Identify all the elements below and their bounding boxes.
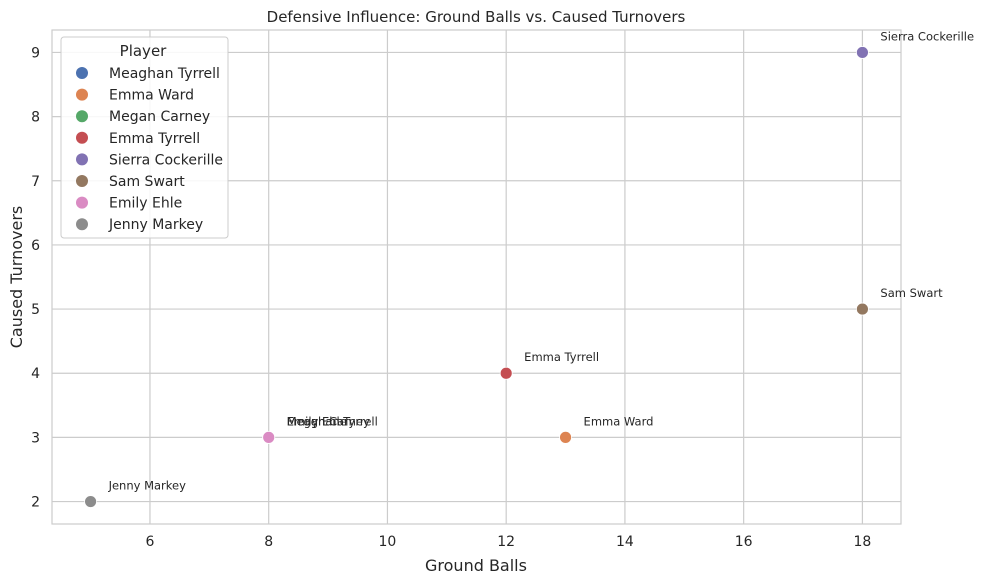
legend-entry: Emily Ehle — [109, 196, 182, 212]
point-label: Megan Carney — [287, 414, 370, 428]
y-tick-label: 6 — [31, 238, 40, 254]
x-tick-label: 6 — [146, 534, 155, 550]
x-tick-label: 12 — [497, 534, 515, 550]
legend-marker — [76, 218, 88, 231]
x-tick-label: 18 — [853, 534, 871, 550]
data-points — [84, 46, 869, 508]
plot-frame — [51, 29, 902, 525]
legend-marker — [76, 175, 88, 187]
y-axis-label: Caused Turnovers — [7, 206, 26, 348]
legend-entry: Megan Carney — [109, 109, 210, 125]
x-tick-label: 10 — [379, 534, 397, 550]
point-label: Jenny Markey — [108, 479, 187, 493]
chart-title: Defensive Influence: Ground Balls vs. Ca… — [267, 8, 686, 26]
x-tick-label: 14 — [616, 534, 634, 550]
legend-marker — [76, 153, 88, 166]
y-axis-ticks: 2 3 4 5 6 7 8 9 — [31, 45, 40, 510]
legend-box — [60, 36, 229, 239]
data-point — [856, 46, 869, 59]
x-axis-label: Ground Balls — [425, 556, 527, 575]
y-tick-label: 5 — [31, 302, 40, 318]
data-point — [559, 430, 572, 444]
legend-marker — [76, 110, 88, 123]
legend-items: Meaghan Tyrrell Emma Ward Megan Carney Emma… — [76, 66, 223, 233]
legend-entry: Emma Tyrrell — [109, 131, 200, 147]
x-tick-label: 16 — [735, 534, 753, 550]
legend-marker — [76, 196, 88, 209]
y-tick-label: 3 — [31, 430, 40, 446]
y-tick-label: 9 — [31, 45, 40, 61]
legend-marker — [76, 67, 88, 79]
legend-entry: Emma Ward — [109, 88, 194, 104]
data-point — [499, 366, 513, 380]
y-tick-label: 7 — [31, 174, 40, 190]
grid — [52, 30, 901, 524]
legend-entry: Meaghan Tyrrell — [109, 66, 220, 82]
data-point — [856, 302, 869, 316]
point-label: Emily Ehle — [287, 414, 347, 428]
y-tick-label: 8 — [31, 110, 40, 126]
data-point — [262, 430, 276, 444]
legend-marker — [76, 88, 88, 101]
point-label: Emma Ward — [584, 414, 654, 428]
point-labels: Meaghan Tyrrell Emma Ward Megan Carney Emma… — [108, 29, 974, 492]
legend-entry: Jenny Markey — [108, 217, 203, 233]
legend-entry: Sam Swart — [109, 174, 185, 190]
legend: Player Meaghan Tyrrell Emma Ward Megan Car… — [60, 36, 229, 239]
point-label: Meaghan Tyrrell — [287, 414, 378, 428]
legend-entry: Sierra Cockerille — [109, 152, 223, 168]
point-label: Sam Swart — [880, 286, 943, 300]
data-point — [84, 495, 97, 508]
legend-title: Player — [120, 42, 168, 60]
point-label: Sierra Cockerille — [880, 29, 974, 43]
x-axis-ticks: 6 8 10 12 14 16 18 — [146, 534, 872, 550]
point-label: Emma Tyrrell — [524, 350, 599, 364]
x-tick-label: 8 — [264, 534, 273, 550]
legend-marker — [76, 131, 88, 144]
y-tick-label: 2 — [31, 495, 40, 511]
y-tick-label: 4 — [31, 366, 40, 382]
